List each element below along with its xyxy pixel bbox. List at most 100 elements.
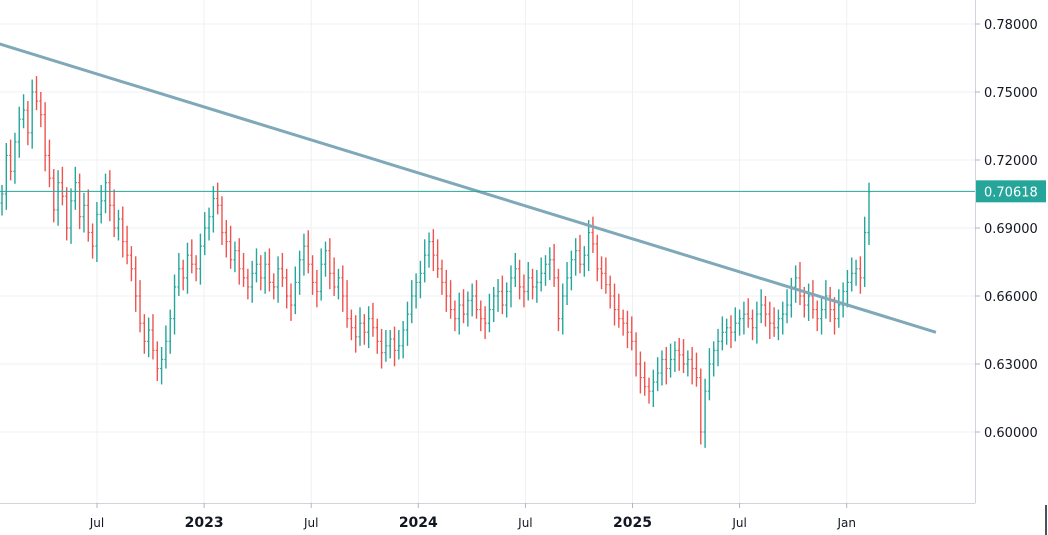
ohlc-bar [56,170,60,226]
ohlc-bar [647,377,651,404]
ohlc-bar [332,257,336,296]
ohlc-bar [699,368,703,445]
ohlc-bar [604,257,608,294]
ohlc-bar [259,255,263,291]
ohlc-bar [707,348,711,401]
ohlc-bar [638,351,642,394]
ohlc-bar [30,79,34,149]
ohlc-bar [242,252,246,287]
ohlc-bar [500,275,504,315]
ohlc-bar [60,166,64,206]
ohlc-bar [388,330,392,359]
ohlc-bar [375,318,379,354]
ohlc-bar [341,265,345,312]
ohlc-bar [837,289,841,328]
ohlc-bar [509,265,513,308]
ohlc-bar [526,262,530,301]
ohlc-bar [280,252,284,287]
ohlc-bar [449,280,453,319]
ohlc-bar [349,309,353,341]
ohlc-bar [362,314,366,345]
ohlc-bar [26,101,30,146]
ohlc-bar [794,265,798,303]
ohlc-bar [423,239,427,283]
ohlc-bar [815,300,819,332]
ohlc-bar [832,297,836,335]
current-price-badge-bg [976,180,1046,203]
ohlc-bar [155,341,159,381]
ohlc-bar [405,301,409,346]
ohlc-bar [496,279,500,312]
ohlc-bar [302,233,306,276]
y-tick-label: 0.69000 [984,222,1038,237]
ohlc-bar [608,275,612,309]
ohlc-bar [108,170,112,222]
ohlc-bar [272,273,276,300]
ohlc-bar [776,309,780,341]
ohlc-bar [587,220,591,272]
ohlc-bar [216,182,220,215]
ohlc-bar [78,173,82,230]
ohlc-bar [410,280,414,324]
x-tick-label: Jul [303,516,318,530]
ohlc-bar [682,339,686,374]
ohlc-bar [798,262,802,306]
ohlc-bar [820,297,824,335]
y-tick-label: 0.63000 [984,358,1038,373]
y-tick-label: 0.66000 [984,290,1038,305]
y-axis[interactable]: 0.78000 0.75000 0.72000 0.69000 0.66000 0.630… [975,18,1038,441]
x-tick-label: Jul [731,516,746,530]
y-tick-label: 0.60000 [984,426,1038,441]
ohlc-bar [850,257,854,292]
ohlc-bar [47,139,51,188]
ohlc-bar [418,260,422,299]
ohlc-bar [785,289,789,324]
x-tick-label: 2024 [399,515,438,531]
ohlc-bar [276,256,280,303]
x-axis[interactable]: Jul 2023 Jul 2024 Jul 2025 Jul Jan [89,503,856,531]
ohlc-bar [492,286,496,323]
ohlc-bar [759,289,763,324]
ohlc-bar [772,307,776,337]
ohlc-bar [595,234,599,282]
grid [0,0,975,503]
ohlc-bar [298,250,302,295]
ohlc-bar [505,282,509,318]
ohlc-bar [39,92,43,128]
ohlc-bar [470,283,474,317]
ohlc-bar [845,269,849,308]
ohlc-bar [138,280,142,333]
ohlc-bar [95,201,99,262]
ohlc-bar [112,189,116,238]
ohlc-bar [151,314,155,360]
ohlc-bar [319,248,323,301]
ohlc-bar [393,326,397,367]
ohlc-bar [651,369,655,408]
ohlc-bar [220,196,224,245]
ohlc-bar [211,186,215,233]
x-tick-label: 2023 [185,515,224,531]
ohlc-bar [660,350,664,386]
ohlc-bar [742,301,746,335]
ohlc-bar [0,184,4,216]
ohlc-bar [173,274,177,335]
ohlc-bar [483,306,487,340]
ohlc-bar [9,139,13,181]
ohlc-bar [142,314,146,354]
ohlc-bar [194,255,198,282]
trendline[interactable] [0,41,937,334]
ohlc-bar [229,225,233,269]
ohlc-bar [354,315,358,353]
y-tick-label: 0.75000 [984,86,1038,101]
ohlc-bar [543,255,547,286]
ohlc-bar [863,216,867,287]
ohlc-bar [755,301,759,344]
ohlc-bar [807,283,811,321]
ohlc-bar [358,307,362,346]
current-price-badge: 0.70618 [976,180,1046,203]
ohlc-bar [694,352,698,387]
ohlc-bar [664,347,668,385]
ohlc-bar [552,243,556,287]
ohlc-bar [177,252,181,296]
